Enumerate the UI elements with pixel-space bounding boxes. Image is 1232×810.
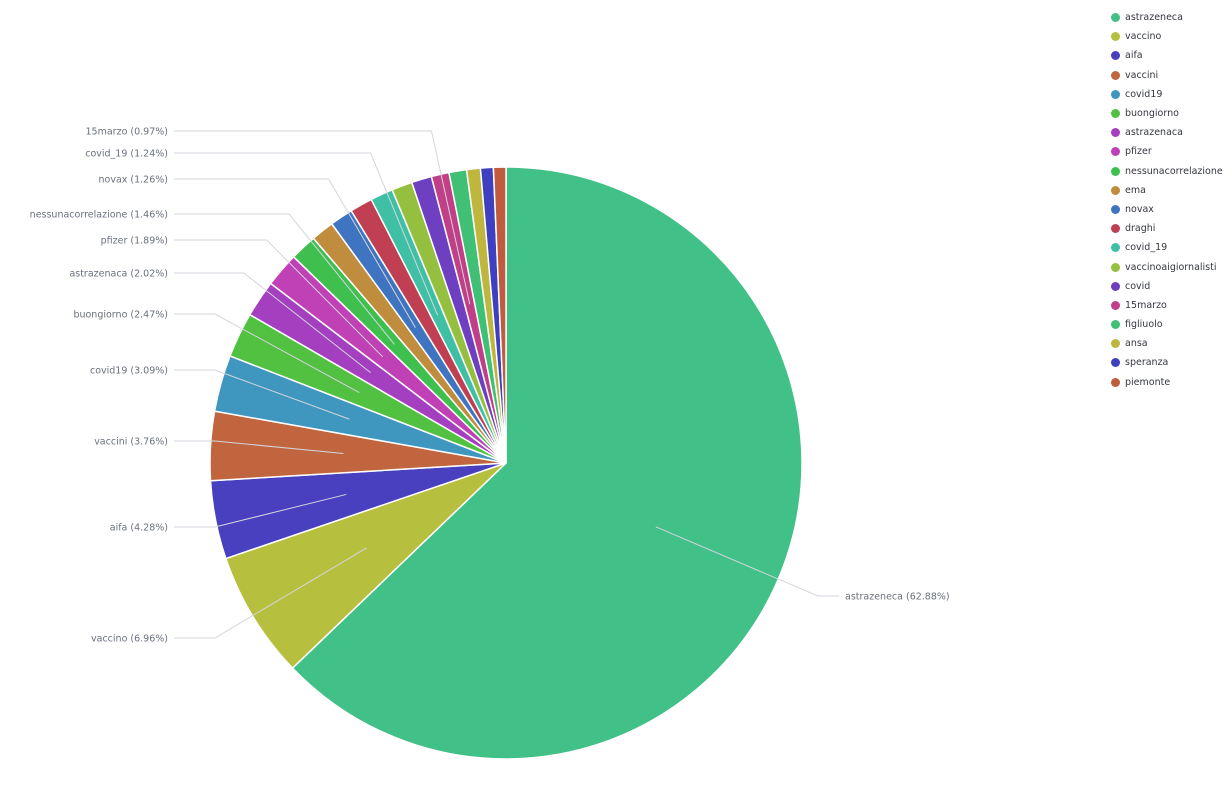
- legend-label: novax: [1125, 203, 1154, 215]
- legend-item-ema[interactable]: ema: [1111, 181, 1231, 200]
- slice-label-vaccini: vaccini (3.76%): [94, 437, 168, 448]
- legend-swatch: [1111, 128, 1120, 138]
- slice-label-astrazenaca: astrazenaca (2.02%): [69, 269, 168, 280]
- legend-label: covid: [1125, 280, 1151, 292]
- legend-label: covid_19: [1125, 242, 1168, 254]
- legend-swatch: [1111, 300, 1120, 310]
- leader-line-nessunacorrelazione: [174, 213, 395, 345]
- slice-label-vaccino: vaccino (6.96%): [91, 634, 168, 645]
- legend-swatch: [1111, 281, 1120, 291]
- legend-label: vaccinoaigiornalisti: [1125, 261, 1217, 273]
- legend-item-astrazenaca[interactable]: astrazenaca: [1111, 123, 1231, 142]
- slice-label-covid_19: covid_19 (1.24%): [85, 149, 168, 160]
- legend-label: piemonte: [1125, 376, 1171, 388]
- legend-label: astrazeneca: [1125, 12, 1183, 24]
- leader-line-15marzo: [174, 130, 471, 305]
- legend-swatch: [1111, 51, 1120, 61]
- legend-item-aifa[interactable]: aifa: [1111, 46, 1231, 65]
- legend-swatch: [1111, 224, 1120, 234]
- slice-label-novax: novax (1.26%): [98, 175, 168, 186]
- legend-swatch: [1111, 204, 1120, 214]
- legend-swatch: [1111, 339, 1120, 349]
- legend-label: ema: [1125, 184, 1146, 196]
- slice-label-astrazeneca: astrazeneca (62.88%): [845, 592, 950, 603]
- legend-label: 15marzo: [1125, 299, 1167, 311]
- legend-item-nessunacorrelazione[interactable]: nessunacorrelazione: [1111, 162, 1231, 181]
- pie-slices: [209, 166, 803, 760]
- legend-item-ansa[interactable]: ansa: [1111, 334, 1231, 353]
- leader-lines: [174, 130, 839, 639]
- leader-line-buongiorno: [174, 313, 360, 393]
- legend-swatch: [1111, 32, 1120, 42]
- legend-swatch: [1111, 166, 1120, 176]
- legend-label: nessunacorrelazione: [1125, 165, 1223, 177]
- legend-item-covid_19[interactable]: covid_19: [1111, 238, 1231, 257]
- legend-swatch: [1111, 320, 1120, 330]
- legend-item-piemonte[interactable]: piemonte: [1111, 373, 1231, 392]
- legend-swatch: [1111, 185, 1120, 195]
- legend-item-covid19[interactable]: covid19: [1111, 85, 1231, 104]
- legend-swatch: [1111, 89, 1120, 99]
- legend-item-figliuolo[interactable]: figliuolo: [1111, 315, 1231, 334]
- leader-line-astrazeneca: [655, 526, 839, 597]
- slice-label-covid19: covid19 (3.09%): [90, 366, 168, 377]
- legend-item-covid[interactable]: covid: [1111, 277, 1231, 296]
- legend-swatch: [1111, 109, 1120, 119]
- leader-line-pfizer: [174, 239, 384, 358]
- legend: astrazeneca vaccino aifa vaccini covid19 buon…: [1111, 8, 1231, 392]
- legend-item-speranza[interactable]: speranza: [1111, 353, 1231, 372]
- slice-label-pfizer: pfizer (1.89%): [101, 236, 168, 247]
- legend-item-vaccini[interactable]: vaccini: [1111, 66, 1231, 85]
- legend-label: aifa: [1125, 50, 1143, 62]
- legend-label: vaccino: [1125, 31, 1162, 43]
- legend-label: figliuolo: [1125, 319, 1163, 331]
- legend-item-buongiorno[interactable]: buongiorno: [1111, 104, 1231, 123]
- legend-item-novax[interactable]: novax: [1111, 200, 1231, 219]
- legend-item-vaccinoaigiornalisti[interactable]: vaccinoaigiornalisti: [1111, 257, 1231, 276]
- legend-item-astrazeneca[interactable]: astrazeneca: [1111, 8, 1231, 27]
- legend-label: vaccini: [1125, 69, 1159, 81]
- pie-chart: astrazeneca (62.88%) vaccino (6.96%) aifa …: [30, 127, 950, 760]
- slice-label-aifa: aifa (4.28%): [110, 523, 168, 534]
- legend-label: astrazenaca: [1125, 127, 1183, 139]
- legend-label: buongiorno: [1125, 108, 1179, 120]
- slice-label-buongiorno: buongiorno (2.47%): [73, 310, 168, 321]
- leader-line-vaccino: [174, 547, 368, 639]
- pie-slice-vaccino[interactable]: [224, 462, 507, 670]
- legend-swatch: [1111, 70, 1120, 80]
- legend-label: draghi: [1125, 223, 1156, 235]
- legend-swatch: [1111, 243, 1120, 253]
- legend-label: pfizer: [1125, 146, 1152, 158]
- legend-item-pfizer[interactable]: pfizer: [1111, 142, 1231, 161]
- leader-line-vaccini: [174, 440, 344, 455]
- legend-swatch: [1111, 147, 1120, 157]
- leader-line-astrazenaca: [174, 272, 371, 374]
- slice-label-nessunacorrelazione: nessunacorrelazione (1.46%): [30, 210, 168, 221]
- slice-labels: astrazeneca (62.88%) vaccino (6.96%) aifa …: [30, 127, 950, 645]
- legend-swatch: [1111, 262, 1120, 272]
- legend-swatch: [1111, 13, 1120, 23]
- legend-swatch: [1111, 377, 1120, 387]
- legend-label: covid19: [1125, 88, 1163, 100]
- legend-item-vaccino[interactable]: vaccino: [1111, 27, 1231, 46]
- leader-line-covid19: [174, 369, 350, 420]
- leader-line-aifa: [174, 493, 347, 528]
- legend-swatch: [1111, 358, 1120, 368]
- leader-line-novax: [174, 178, 416, 328]
- legend-label: speranza: [1125, 357, 1169, 369]
- leader-line-covid_19: [174, 152, 439, 316]
- legend-label: ansa: [1125, 338, 1148, 350]
- legend-item-draghi[interactable]: draghi: [1111, 219, 1231, 238]
- slice-label-15marzo: 15marzo (0.97%): [86, 127, 168, 138]
- legend-item-15marzo[interactable]: 15marzo: [1111, 296, 1231, 315]
- pie-slice-piemonte[interactable]: [492, 166, 507, 464]
